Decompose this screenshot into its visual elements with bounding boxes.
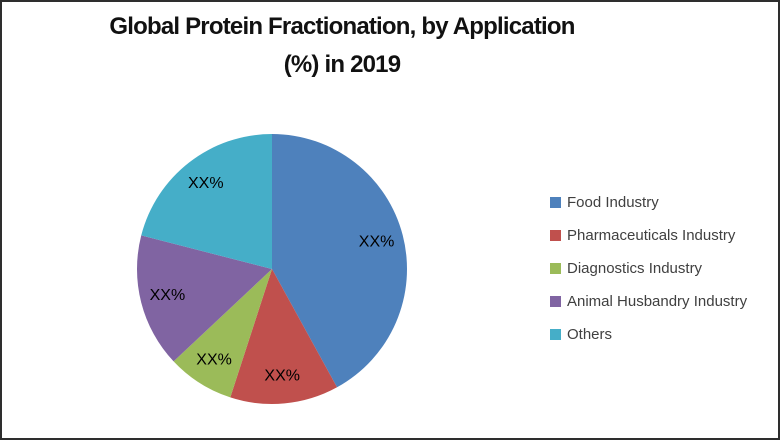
legend-item-food-industry: Food Industry [550, 192, 747, 212]
legend-label-animal-husbandry-industry: Animal Husbandry Industry [567, 292, 748, 310]
legend-swatch-food-industry [550, 196, 561, 208]
legend-swatch-pharmaceuticals-industry [550, 229, 561, 241]
pie-slice-food-industry [272, 134, 408, 388]
legend-label-others: Others [567, 325, 613, 343]
pie-slice-others [141, 134, 272, 269]
legend-swatch-diagnostics-industry [550, 262, 561, 274]
legend-label-pharmaceuticals-industry: Pharmaceuticals Industry [567, 226, 736, 244]
chart-title-line-1: Global Protein Fractionation, by Applica… [109, 13, 575, 40]
chart-title: Global Protein Fractionation, by Applica… [2, 8, 682, 84]
legend-item-diagnostics-industry: Diagnostics Industry [550, 258, 747, 278]
legend-label-food-industry: Food Industry [567, 193, 659, 211]
pie-slice-label-animal-husbandry-industry: XX% [150, 287, 186, 304]
legend-item-others: Others [550, 324, 747, 344]
legend-swatch-others [550, 328, 561, 340]
pie-slice-animal-husbandry-industry [137, 235, 272, 362]
legend-item-pharmaceuticals-industry: Pharmaceuticals Industry [550, 225, 747, 245]
chart-legend: Food Industry Pharmaceuticals Industry Dia… [550, 192, 747, 357]
chart-title-line-2: (%) in 2019 [283, 51, 401, 78]
pie-slice-label-diagnostics-industry: XX% [196, 351, 232, 368]
pie-slice-pharmaceuticals-industry [230, 269, 338, 404]
legend-item-animal-husbandry-industry: Animal Husbandry Industry [550, 291, 747, 311]
legend-swatch-animal-husbandry-industry [550, 295, 561, 307]
pie-slice-label-food-industry: XX% [359, 233, 395, 250]
pie-slice-label-others: XX% [188, 175, 224, 192]
pie-slice-diagnostics-industry [173, 269, 272, 398]
legend-label-diagnostics-industry: Diagnostics Industry [567, 259, 703, 277]
pie-slice-label-pharmaceuticals-industry: XX% [264, 368, 300, 385]
